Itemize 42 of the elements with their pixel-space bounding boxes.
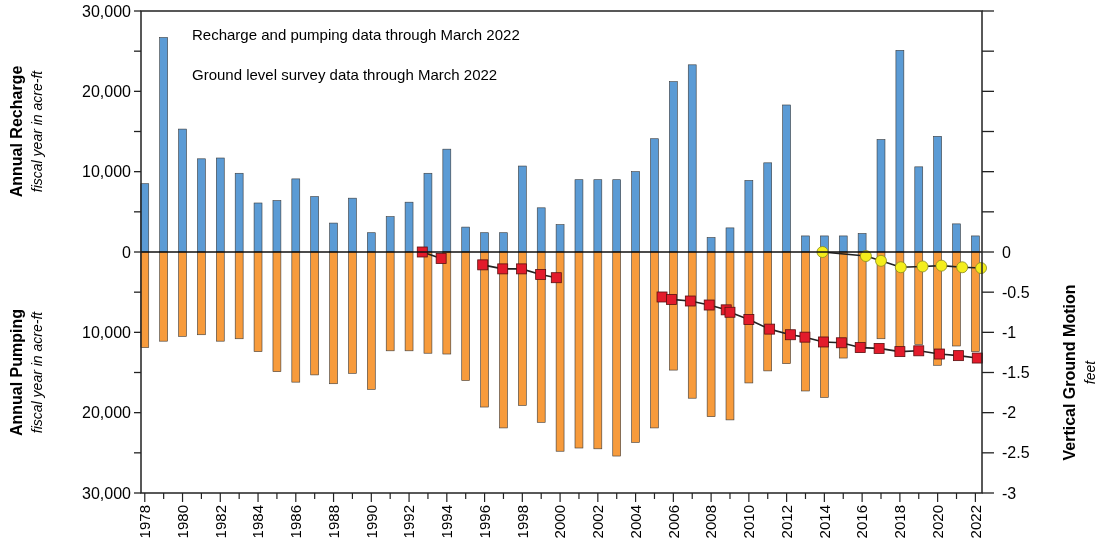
y-tick-label: 10,000 — [82, 163, 132, 181]
x-tick-label: 1986 — [287, 505, 305, 539]
y2-axis-title: Vertical Ground Motion feet — [1061, 284, 1098, 461]
annotation: Recharge and pumping data through March 2022 — [192, 26, 520, 43]
x-tick-label: 1998 — [513, 505, 531, 539]
text: Annual Pumping fiscal year in acre-ft — [8, 308, 45, 437]
x-tick-label: 2000 — [551, 505, 569, 539]
y-tick-label: 0 — [122, 243, 132, 261]
x-tick-label: 2006 — [664, 505, 682, 539]
x-tick-label: 2004 — [626, 505, 644, 539]
x-tick-label: 1984 — [249, 505, 267, 539]
y-tick-label: 10,000 — [82, 323, 132, 341]
y2-tick-label: -3 — [1002, 484, 1017, 502]
x-tick-label: 1978 — [136, 505, 154, 539]
x-tick-label: 2010 — [740, 505, 758, 539]
x-tick-label: 2002 — [589, 505, 607, 539]
y2-tick-label: -2.5 — [1002, 444, 1030, 462]
y2-tick-label: -1.5 — [1002, 364, 1030, 382]
y-tick-label: 30,000 — [82, 2, 132, 20]
x-tick-label: 1994 — [438, 505, 456, 539]
y-tick-label: 20,000 — [82, 404, 132, 422]
x-tick-label: 2018 — [891, 505, 909, 539]
y2-tick-label: -0.5 — [1002, 283, 1030, 301]
x-tick-label: 1980 — [173, 505, 191, 539]
x-tick-label: 2016 — [853, 505, 871, 539]
annotation: Ground level survey data through March 2022 — [192, 66, 498, 83]
y-tick-label: 20,000 — [82, 82, 132, 100]
x-tick-label: 1988 — [324, 505, 342, 539]
x-tick-label: 1990 — [362, 505, 380, 539]
x-tick-label: 2012 — [777, 505, 795, 539]
x-tick-label: 1982 — [211, 505, 229, 539]
x-tick-label: 2020 — [928, 505, 946, 539]
y-axis-title: Annual Recharge fiscal year in acre-ft — [8, 65, 45, 198]
x-tick-label: 2014 — [815, 505, 833, 539]
y2-tick-label: -2 — [1002, 404, 1017, 422]
x-tick-label: 1992 — [400, 505, 418, 539]
x-tick-label: 2008 — [702, 505, 720, 539]
x-tick-label: 1996 — [475, 505, 493, 539]
x-tick-label: 2022 — [966, 505, 984, 539]
y2-tick-label: 0 — [1002, 243, 1011, 261]
y2-tick-label: -1 — [1002, 323, 1017, 341]
y-tick-label: 30,000 — [82, 484, 132, 502]
